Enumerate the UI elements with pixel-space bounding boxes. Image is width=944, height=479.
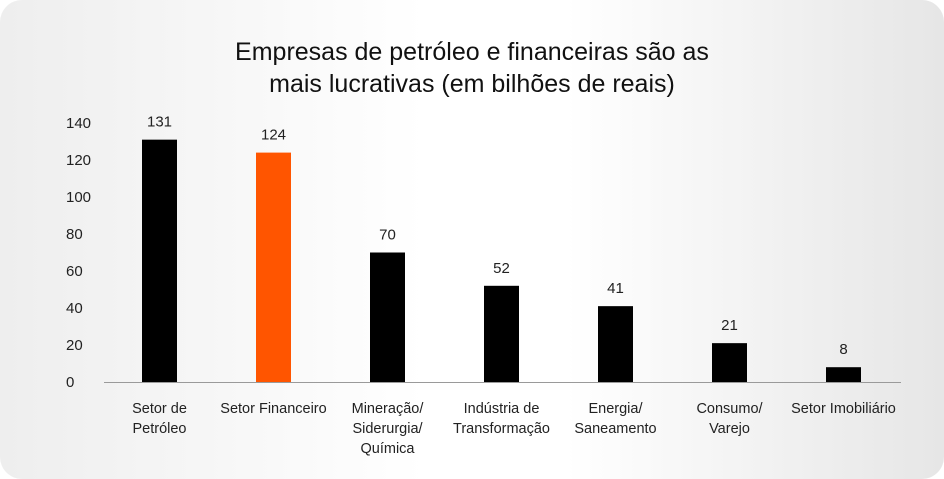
x-category-label: Química xyxy=(361,441,416,457)
chart-title-line-1: Empresas de petróleo e financeiras são a… xyxy=(235,38,709,66)
data-label: 8 xyxy=(839,341,847,358)
x-category-label: Saneamento xyxy=(574,421,656,437)
bar xyxy=(484,285,519,382)
data-label: 131 xyxy=(147,114,172,131)
bar xyxy=(712,343,747,382)
x-category-label: Mineração/ xyxy=(352,401,425,417)
chart-title: Empresas de petróleo e financeiras são a… xyxy=(0,36,944,100)
x-category-label: Indústria de xyxy=(464,401,540,417)
data-label: 124 xyxy=(261,127,286,144)
bar xyxy=(598,306,633,382)
y-tick-label: 40 xyxy=(66,300,83,317)
x-category-label: Consumo/ xyxy=(696,401,763,417)
y-tick-label: 80 xyxy=(66,226,83,243)
y-tick-label: 140 xyxy=(66,115,91,132)
y-tick-label: 60 xyxy=(66,263,83,280)
x-category-label: Siderurgia/ xyxy=(352,421,423,437)
bar xyxy=(256,152,291,382)
x-category-label: Petróleo xyxy=(132,421,186,437)
data-label: 52 xyxy=(493,260,510,277)
x-category-label: Setor de xyxy=(132,401,187,417)
bar xyxy=(826,367,861,382)
x-category-label: Transformação xyxy=(453,421,550,437)
bar xyxy=(142,139,177,382)
y-tick-label: 0 xyxy=(66,374,74,391)
y-tick-label: 100 xyxy=(66,189,91,206)
y-tick-label: 120 xyxy=(66,152,91,169)
bar xyxy=(370,252,405,382)
x-category-label: Energia/ xyxy=(588,401,643,417)
data-label: 21 xyxy=(721,317,738,334)
data-label: 70 xyxy=(379,227,396,244)
y-tick-label: 20 xyxy=(66,337,83,354)
data-label: 41 xyxy=(607,280,624,297)
x-category-label: Setor Imobiliário xyxy=(791,401,896,417)
chart-title-line-2: mais lucrativas (em bilhões de reais) xyxy=(269,70,675,98)
x-category-label: Varejo xyxy=(709,421,750,437)
x-category-label: Setor Financeiro xyxy=(220,401,326,417)
